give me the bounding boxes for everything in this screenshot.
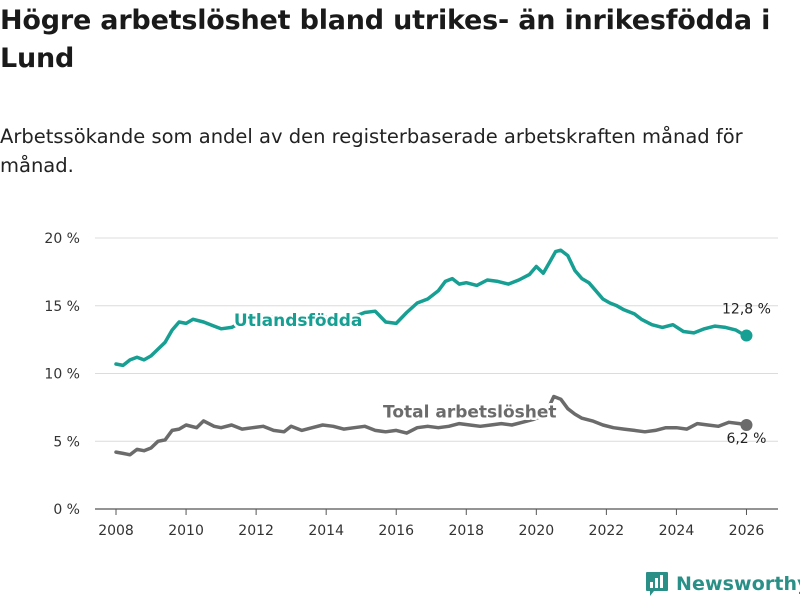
x-tick-label: 2024 bbox=[659, 523, 695, 539]
y-tick-label: 15 % bbox=[44, 299, 80, 315]
x-tick-label: 2012 bbox=[238, 523, 274, 539]
bar-chart-logo-icon bbox=[646, 572, 668, 596]
x-tick-label: 2026 bbox=[729, 523, 765, 539]
x-tick-label: 2014 bbox=[308, 523, 344, 539]
x-tick-label: 2020 bbox=[519, 523, 555, 539]
axes: 0 % 5 % 10 % 15 % 20 % 2008 2010 2012 2014 2016 20… bbox=[44, 231, 764, 539]
x-tick-label: 2008 bbox=[98, 523, 134, 539]
series-line-total bbox=[114, 394, 749, 457]
series-end-dot bbox=[740, 418, 753, 431]
end-value-label: 6,2 % bbox=[726, 431, 766, 447]
y-tick-label: 20 % bbox=[44, 231, 80, 247]
end-value-label: 12,8 % bbox=[722, 302, 771, 318]
labels: 12,8 % Utlandsfödda 6,2 % Total arbetslöshe… bbox=[231, 302, 771, 447]
x-tick-label: 2022 bbox=[589, 523, 625, 539]
y-tick-label: 0 % bbox=[53, 502, 80, 518]
chart-subtitle: Arbetssökande som andel av den registerb… bbox=[0, 125, 743, 177]
series-label-total: Total arbetslöshet bbox=[383, 403, 557, 423]
x-tick-label: 2010 bbox=[168, 523, 204, 539]
x-tick-label: 2016 bbox=[378, 523, 414, 539]
gridlines bbox=[95, 237, 778, 510]
series-lines bbox=[114, 248, 753, 457]
newsworthy-brand: Newsworthy bbox=[645, 569, 800, 599]
series-label-utlandsfodda: Utlandsfödda bbox=[234, 311, 363, 331]
brand-name: Newsworthy bbox=[676, 573, 800, 595]
chart-title: Högre arbetslöshet bland utrikes- än inr… bbox=[0, 5, 771, 74]
x-tick-label: 2018 bbox=[448, 523, 484, 539]
y-tick-label: 5 % bbox=[53, 434, 80, 450]
y-tick-label: 10 % bbox=[44, 367, 80, 383]
series-end-dot bbox=[740, 329, 753, 342]
series-line-utlandsfodda bbox=[114, 248, 749, 368]
